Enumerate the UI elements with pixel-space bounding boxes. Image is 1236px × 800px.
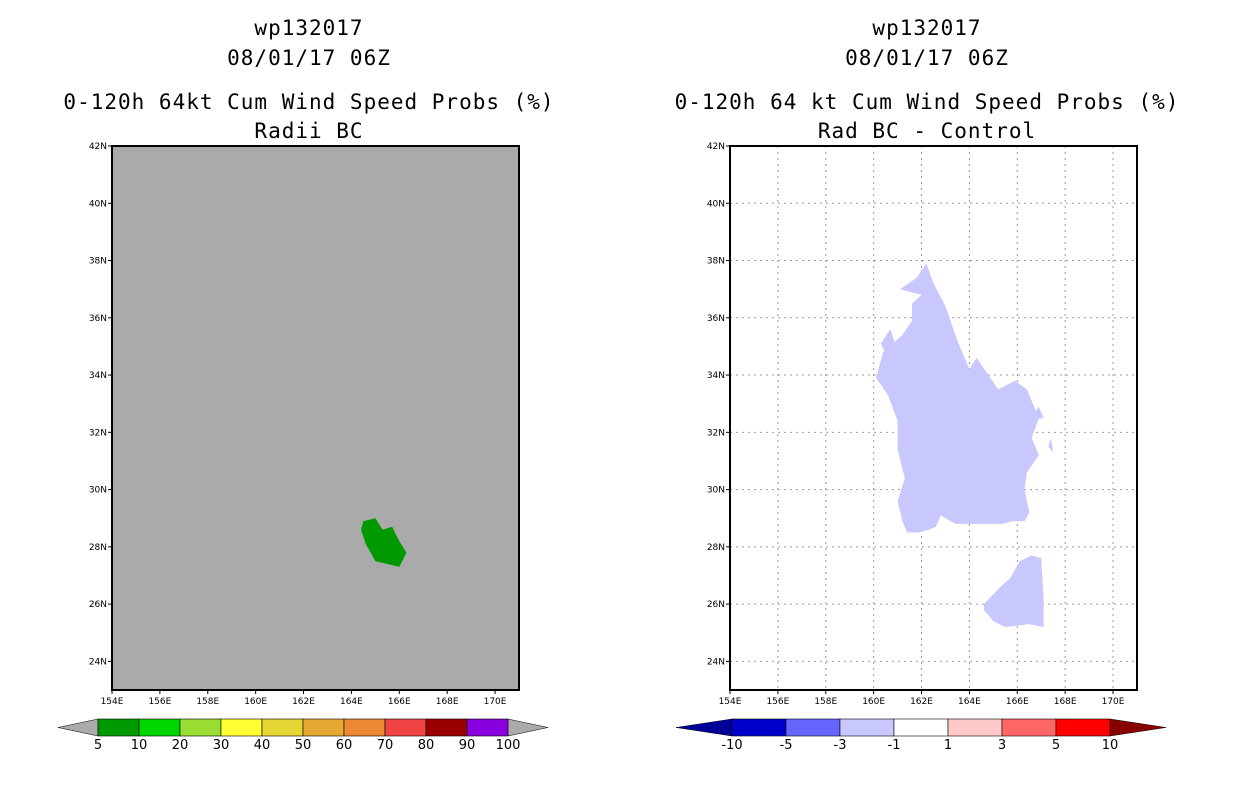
lon-tick-label: 164E: [340, 697, 363, 707]
diff-contour-main: [876, 263, 1039, 533]
colorbar-end-high: [1109, 718, 1167, 737]
lon-tick-label: 156E: [766, 697, 789, 707]
lat-tick-label: 24N: [89, 657, 107, 667]
lat-tick-label: 26N: [89, 600, 107, 610]
diff-contour-south: [983, 555, 1044, 627]
lat-tick-label: 34N: [89, 371, 107, 381]
lat-tick-label: 26N: [707, 600, 725, 610]
lon-tick-label: 158E: [196, 697, 219, 707]
lon-tick-label: 156E: [148, 697, 171, 707]
colorbar-swatch: [1001, 718, 1057, 737]
lat-tick-label: 38N: [707, 257, 725, 267]
colorbar-label: 60: [336, 738, 353, 753]
colorbar-label: 30: [213, 738, 230, 753]
lat-tick-label: 40N: [89, 199, 107, 209]
lon-tick-label: 168E: [1054, 697, 1077, 707]
diff-contour-islet: [1048, 438, 1054, 453]
map-frame: [729, 145, 1138, 691]
lon-tick-label: 164E: [958, 697, 981, 707]
map-frame: [111, 145, 520, 691]
left-map-panel: wp132017 08/01/17 06Z 0-120h 64kt Cum Wi…: [57, 16, 555, 753]
product-title: 0-120h 64kt Cum Wind Speed Probs (%): [63, 90, 555, 114]
colorbar-label: 3: [998, 738, 1006, 753]
lon-tick-label: 154E: [101, 697, 124, 707]
lat-tick-label: 42N: [707, 142, 725, 152]
colorbar-label: -5: [780, 738, 793, 753]
lon-tick-label: 166E: [1006, 697, 1029, 707]
lon-tick-label: 166E: [388, 697, 411, 707]
lon-tick-label: 168E: [436, 697, 459, 707]
colorbar-swatch: [785, 718, 841, 737]
colorbar-end-low: [57, 718, 99, 737]
lat-tick-label: 32N: [89, 428, 107, 438]
colorbar-swatch: [466, 718, 509, 737]
lat-tick-label: 28N: [707, 543, 725, 553]
colorbar-swatch: [731, 718, 787, 737]
colorbar-label: 20: [172, 738, 189, 753]
colorbar-label: -1: [888, 738, 901, 753]
diff-contour-islet: [1029, 406, 1044, 421]
colorbar-label: 1: [944, 738, 952, 753]
colorbar-swatch: [261, 718, 304, 737]
colorbar-swatch: [97, 718, 140, 737]
colorbar-swatch: [220, 718, 263, 737]
lon-tick-label: 162E: [292, 697, 315, 707]
lat-tick-label: 38N: [89, 257, 107, 267]
colorbar-label: 80: [418, 738, 435, 753]
lon-tick-label: 160E: [862, 697, 885, 707]
colorbar-swatch: [302, 718, 345, 737]
lon-tick-label: 162E: [910, 697, 933, 707]
lon-tick-label: 158E: [814, 697, 837, 707]
panel-subtitle: Radii BC: [254, 119, 364, 143]
product-title: 0-120h 64 kt Cum Wind Speed Probs (%): [674, 90, 1180, 114]
lon-tick-label: 160E: [244, 697, 267, 707]
colorbar-label: 90: [459, 738, 476, 753]
colorbar-swatch: [1055, 718, 1111, 737]
colorbar-end-high: [507, 718, 549, 737]
colorbar-swatch: [839, 718, 895, 737]
colorbar-label: 10: [1102, 738, 1119, 753]
colorbar-label: 100: [496, 738, 521, 753]
lat-tick-label: 32N: [707, 428, 725, 438]
map-area: [112, 146, 519, 690]
left-map-plot: 154E 156E 158E 160E 162E 164E 166E 168E 170E 24N 2…: [57, 142, 549, 753]
colorbar-label: -10: [721, 738, 742, 753]
lat-tick-label: 34N: [707, 371, 725, 381]
datetime-title: 08/01/17 06Z: [845, 46, 1009, 70]
colorbar-swatch: [893, 718, 949, 737]
lat-tick-label: 42N: [89, 142, 107, 152]
lat-tick-label: 30N: [707, 486, 725, 496]
colorbar-label: 5: [1052, 738, 1060, 753]
lon-tick-label: 170E: [484, 697, 507, 707]
datetime-title: 08/01/17 06Z: [227, 46, 391, 70]
storm-id-title: wp132017: [254, 16, 364, 40]
colorbar-swatch: [179, 718, 222, 737]
colorbar-swatch: [138, 718, 181, 737]
lat-tick-label: 28N: [89, 543, 107, 553]
lat-tick-label: 30N: [89, 486, 107, 496]
lat-tick-label: 36N: [89, 314, 107, 324]
lat-tick-label: 36N: [707, 314, 725, 324]
colorbar-swatch: [343, 718, 386, 737]
colorbar-label: 70: [377, 738, 394, 753]
colorbar-label: 10: [131, 738, 148, 753]
colorbar-end-low: [675, 718, 733, 737]
lat-tick-label: 24N: [707, 657, 725, 667]
lon-tick-label: 170E: [1102, 697, 1125, 707]
prob-contour-5-10: [361, 518, 407, 567]
colorbar-swatch: [384, 718, 427, 737]
colorbar-label: 40: [254, 738, 271, 753]
diff-contour-notch: [880, 329, 896, 358]
panel-subtitle: Rad BC - Control: [817, 119, 1037, 143]
colorbar-swatch: [947, 718, 1003, 737]
lon-tick-label: 154E: [719, 697, 742, 707]
storm-id-title: wp132017: [872, 16, 982, 40]
right-map-panel: wp132017 08/01/17 06Z 0-120h 64 kt Cum W…: [618, 0, 1236, 800]
colorbar-swatch: [425, 718, 468, 737]
lat-tick-label: 40N: [707, 199, 725, 209]
colorbar-label: 50: [295, 738, 312, 753]
colorbar-label: -3: [834, 738, 847, 753]
right-map-plot: 154E 156E 158E 160E 162E 164E 166E 168E 170E 24N 2…: [675, 142, 1167, 753]
colorbar-label: 5: [94, 738, 102, 753]
